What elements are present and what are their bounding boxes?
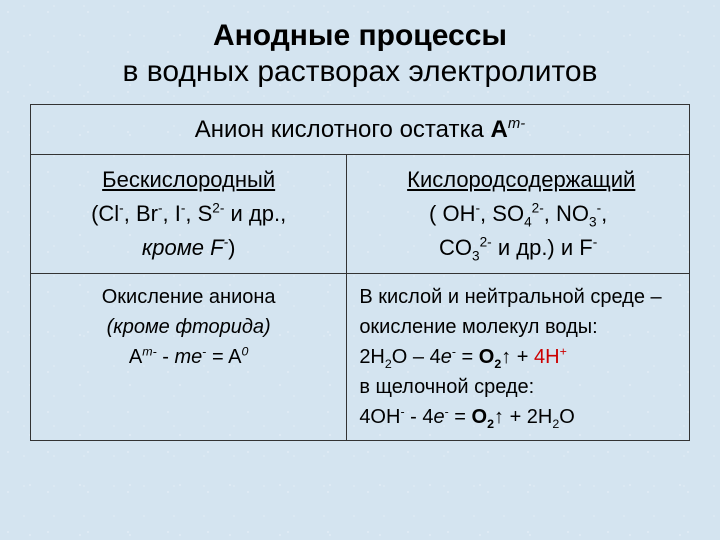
body-left-line2: (кроме фторида) xyxy=(43,312,334,342)
title-sub: в водных растворах электролитов xyxy=(30,54,690,90)
eq2-lhs: 4OH- - 4e- = xyxy=(359,406,471,428)
body-left-cell: Окисление аниона (кроме фторида) Am- - m… xyxy=(31,274,347,441)
eq1-4h: 4H+ xyxy=(534,346,567,368)
title-main: Анодные процессы xyxy=(30,18,690,54)
col-right-header-cell: Кислородсодержащий ( OH-, SO42-, NO3-, C… xyxy=(347,155,690,274)
body-right-eq1: 2H2O – 4e- = O2↑ + 4H+ xyxy=(359,342,677,372)
header-prefix: Анион кислотного остатка xyxy=(195,116,491,143)
body-right-p1: В кислой и нейтральной среде – окисление… xyxy=(359,282,677,342)
body-left-line1: Окисление аниона xyxy=(43,282,334,312)
col-left-heading: Бескислородный xyxy=(41,163,336,197)
body-left-eq: Am- - me- = A0 xyxy=(43,342,334,372)
col-left-except: кроме F-) xyxy=(41,231,336,265)
slide-title: Анодные процессы в водных растворах элек… xyxy=(30,18,690,90)
body-right-eq2: 4OH- - 4e- = O2↑ + 2H2O xyxy=(359,402,677,432)
col-left-header-cell: Бескислородный (Cl-, Br-, I-, S2- и др.,… xyxy=(31,155,347,274)
header-formula-sup: m- xyxy=(508,116,525,132)
col-left-examples: (Cl-, Br-, I-, S2- и др., xyxy=(41,197,336,231)
anode-processes-table: Анион кислотного остатка Am- Бескислород… xyxy=(30,104,690,441)
eq1-lhs: 2H2O – 4e- = xyxy=(359,346,478,368)
eq2-rest: + 2H2O xyxy=(504,406,575,428)
except-prefix: кроме F xyxy=(142,235,224,260)
header-formula-base: A xyxy=(491,116,508,143)
eq1-o2: O2↑ xyxy=(479,346,511,368)
except-suffix: ) xyxy=(228,235,235,260)
body-right-p2: в щелочной среде: xyxy=(359,372,677,402)
col-right-line1: ( OH-, SO42-, NO3-, xyxy=(357,197,679,231)
col-right-heading: Кислородсодержащий xyxy=(357,163,679,197)
eq2-o2: O2↑ xyxy=(472,406,504,428)
col-right-line2: CO32- и др.) и F- xyxy=(357,231,679,265)
table-header-row: Анион кислотного остатка Am- xyxy=(31,105,690,155)
eq1-plus: + xyxy=(511,346,534,368)
body-right-cell: В кислой и нейтральной среде – окисление… xyxy=(347,274,690,441)
